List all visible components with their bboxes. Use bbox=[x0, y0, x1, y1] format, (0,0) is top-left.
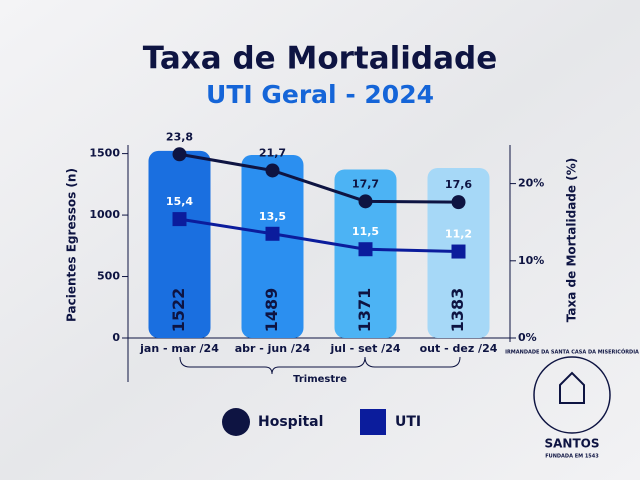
bar-value-label: 1371 bbox=[355, 288, 374, 333]
y2-tick-label: 10% bbox=[518, 254, 544, 267]
legend-marker bbox=[222, 408, 250, 436]
logo-founded: FUNDADA EM 1543 bbox=[545, 454, 599, 460]
logo-emblem bbox=[559, 371, 585, 404]
braces bbox=[179, 356, 461, 375]
chart-subtitle: UTI Geral - 2024 bbox=[206, 80, 434, 109]
data-label: 17,6 bbox=[445, 178, 472, 191]
bar-value-label: 1489 bbox=[262, 288, 281, 333]
y2-axis-label: Taxa de Mortalidade (%) bbox=[565, 158, 579, 322]
marker bbox=[265, 163, 280, 178]
logo: IRMANDADE DA SANTA CASA DA MISERICÓRDIA … bbox=[505, 349, 639, 460]
legend-label: Hospital bbox=[258, 414, 323, 430]
marker bbox=[172, 147, 187, 162]
x-tick-label: jan - mar /24 bbox=[139, 342, 219, 355]
data-label: 11,5 bbox=[352, 225, 379, 238]
y2-tick-label: 0% bbox=[518, 331, 537, 344]
chart-title: Taxa de Mortalidade bbox=[143, 41, 498, 77]
y2-tick-label: 20% bbox=[518, 177, 544, 190]
bar bbox=[148, 150, 211, 338]
legend-marker bbox=[360, 409, 386, 435]
marker bbox=[172, 212, 187, 227]
y-tick-label: 0 bbox=[112, 331, 120, 344]
y-tick-label: 1000 bbox=[89, 208, 120, 221]
data-label: 15,4 bbox=[166, 195, 193, 208]
y-axis-label: Pacientes Egressos (n) bbox=[65, 168, 79, 322]
marker bbox=[451, 195, 466, 210]
y-tick-label: 500 bbox=[97, 270, 120, 283]
bar-value-label: 1383 bbox=[448, 288, 467, 333]
x-tick-label: abr - jun /24 bbox=[235, 342, 311, 355]
data-label: 17,7 bbox=[352, 177, 379, 190]
x-tick-label: jul - set /24 bbox=[329, 342, 400, 355]
y-tick-label: 1500 bbox=[89, 147, 120, 160]
logo-arc: IRMANDADE DA SANTA CASA DA MISERICÓRDIA bbox=[505, 349, 639, 356]
line bbox=[179, 217, 459, 254]
line bbox=[179, 152, 459, 204]
data-label: 21,7 bbox=[259, 146, 286, 159]
marker bbox=[451, 244, 466, 259]
x-tick-label: out - dez /24 bbox=[420, 342, 498, 355]
data-label: 23,8 bbox=[166, 130, 193, 143]
logo-name: SANTOS bbox=[544, 437, 599, 451]
x-axis-label: Trimestre bbox=[293, 374, 347, 385]
bar bbox=[241, 154, 304, 338]
data-label: 13,5 bbox=[259, 210, 286, 223]
logo-ring bbox=[533, 356, 611, 434]
marker bbox=[358, 242, 373, 257]
data-label: 11,2 bbox=[445, 228, 472, 241]
legend-label: UTI bbox=[395, 414, 421, 430]
marker bbox=[265, 226, 280, 241]
marker bbox=[358, 194, 373, 209]
bar-value-label: 1522 bbox=[169, 288, 188, 333]
